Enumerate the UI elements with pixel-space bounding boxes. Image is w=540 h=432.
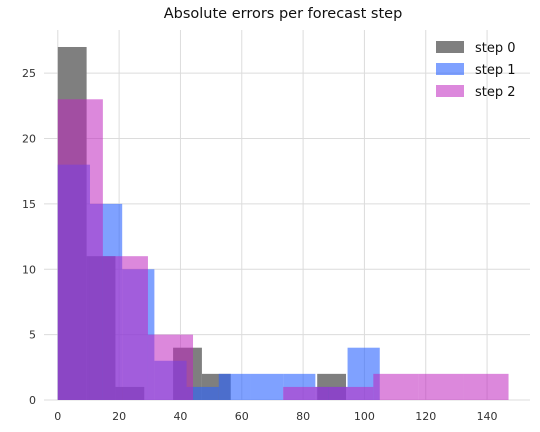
legend-label: step 1 [475, 63, 516, 78]
x-tick-label: 40 [173, 410, 187, 423]
histogram-bar-step-2 [283, 386, 329, 400]
x-tick-label: 140 [477, 410, 498, 423]
legend-label: step 2 [475, 85, 516, 100]
legend-swatch [436, 63, 464, 75]
histogram-bar-step-1 [250, 373, 284, 400]
y-tick-label: 5 [29, 329, 36, 342]
histogram-bars [57, 46, 509, 401]
grid-lines [44, 30, 530, 401]
x-tick-label: 80 [296, 410, 310, 423]
histogram-bar-step-2 [373, 373, 419, 400]
y-tick-label: 10 [22, 263, 36, 276]
histogram-bar-step-2 [463, 373, 509, 400]
legend-swatch [436, 85, 464, 97]
histogram-bar-step-2 [57, 99, 103, 401]
legend: step 0 step 1 step 2 [436, 41, 516, 100]
histogram-bar-step-2 [147, 334, 194, 400]
y-tick-label: 25 [22, 67, 36, 80]
y-tick-label: 15 [22, 198, 36, 211]
x-tick-label: 20 [112, 410, 126, 423]
x-tick-label: 120 [415, 410, 436, 423]
axis-tick-labels: 0 20 40 60 80 100 120 140 0 5 10 15 20 25 [22, 67, 498, 423]
chart-title: Absolute errors per forecast step [163, 6, 403, 22]
histogram-bar-step-2 [328, 386, 374, 400]
x-tick-label: 60 [235, 410, 249, 423]
histogram-bar-step-2 [102, 256, 148, 400]
legend-swatch [436, 41, 464, 53]
histogram-bar-step-1 [218, 373, 251, 400]
y-tick-label: 20 [22, 133, 36, 146]
histogram-bar-step-2 [418, 373, 464, 400]
legend-label: step 0 [475, 41, 516, 56]
histogram-bar-step-1 [186, 386, 219, 400]
y-tick-label: 0 [29, 394, 36, 407]
x-tick-label: 100 [354, 410, 375, 423]
x-tick-label: 0 [54, 410, 61, 423]
